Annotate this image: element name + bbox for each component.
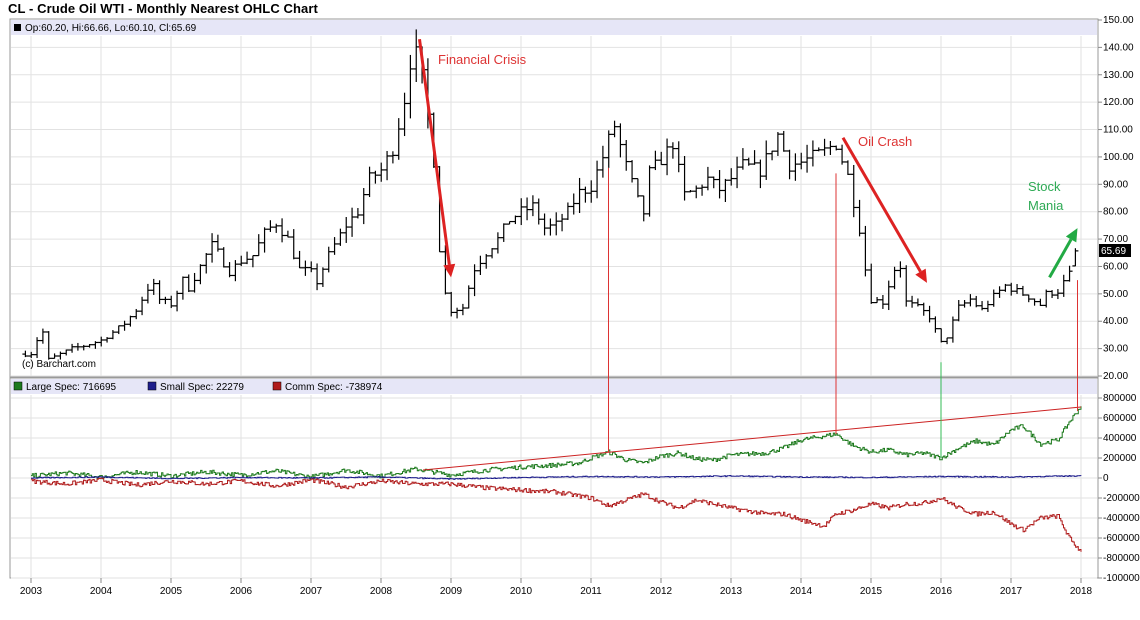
y-tick-label-price: 90.00 — [1103, 179, 1128, 190]
x-tick-label: 2013 — [720, 586, 743, 597]
x-tick-label: 2010 — [510, 586, 533, 597]
stock-mania-label-line2: Mania — [1028, 198, 1064, 213]
x-tick-label: 2015 — [860, 586, 883, 597]
last-price-marker — [1099, 244, 1131, 257]
y-tick-label-price: 50.00 — [1103, 289, 1128, 300]
x-tick-label: 2011 — [580, 586, 602, 597]
y-tick-label-price: 140.00 — [1103, 42, 1134, 53]
price-panel-frame — [9, 18, 1099, 378]
x-tick-label: 2018 — [1070, 586, 1093, 597]
x-tick-label: 2006 — [230, 586, 253, 597]
large-spec-legend: Large Spec: 716695 — [26, 382, 117, 393]
annotation-arrow-head — [443, 263, 456, 278]
annotation-arrow-shaft — [841, 137, 922, 273]
large-spec-swatch — [13, 381, 23, 391]
chart-title: CL - Crude Oil WTI - Monthly Nearest OHL… — [8, 1, 318, 16]
financial-crisis-label: Financial Crisis — [438, 52, 527, 67]
y-tick-label-cot: 600000 — [1103, 413, 1137, 424]
large-spec-trend-line — [422, 406, 1082, 471]
y-tick-label-cot: -400000 — [1103, 513, 1140, 524]
x-tick-label: 2007 — [300, 586, 323, 597]
watermark: (c) Barchart.com — [22, 359, 96, 370]
y-tick-label-price: 30.00 — [1103, 344, 1128, 355]
y-tick-label-cot: 200000 — [1103, 453, 1137, 464]
x-tick-label: 2003 — [20, 586, 43, 597]
x-tick-label: 2005 — [160, 586, 183, 597]
small-spec-line — [31, 475, 1082, 480]
x-tick-label: 2009 — [440, 586, 463, 597]
y-tick-label-cot: -1000000 — [1103, 573, 1140, 584]
price-legend-swatch — [14, 24, 21, 31]
large-spec-line — [31, 406, 1082, 480]
y-tick-label-price: 20.00 — [1103, 371, 1128, 382]
y-tick-label-cot: 0 — [1103, 473, 1109, 484]
last-price-label: 65.69 — [1101, 246, 1126, 257]
y-tick-label-price: 80.00 — [1103, 207, 1128, 218]
annotation-arrow-head — [915, 268, 927, 283]
y-tick-label-price: 60.00 — [1103, 261, 1128, 272]
x-tick-label: 2014 — [790, 586, 813, 597]
y-tick-label-cot: -600000 — [1103, 533, 1140, 544]
y-tick-label-price: 110.00 — [1103, 125, 1133, 136]
small-spec-swatch — [147, 381, 157, 391]
oil-crash-label: Oil Crash — [858, 134, 912, 149]
y-tick-label-cot: 800000 — [1103, 393, 1137, 404]
x-tick-label: 2012 — [650, 586, 673, 597]
price-legend-band — [11, 20, 1097, 35]
y-tick-label-price: 130.00 — [1103, 70, 1134, 81]
stock-mania-label-line1: Stock — [1028, 179, 1061, 194]
y-tick-label-price: 70.00 — [1103, 234, 1128, 245]
x-tick-label: 2016 — [930, 586, 953, 597]
y-tick-label-price: 150.00 — [1103, 15, 1134, 26]
annotation-arrow-shaft — [1048, 238, 1073, 279]
comm-spec-swatch — [272, 381, 282, 391]
price-legend-text: Op:60.20, Hi:66.66, Lo:60.10, Cl:65.69 — [25, 23, 197, 34]
x-tick-label: 2008 — [370, 586, 393, 597]
annotation-arrow-head — [1065, 228, 1078, 243]
x-tick-label: 2017 — [1000, 586, 1023, 597]
annotation-arrow-shaft — [418, 38, 451, 265]
y-tick-label-price: 120.00 — [1103, 97, 1134, 108]
y-tick-label-cot: -200000 — [1103, 493, 1140, 504]
cot-legend-band — [11, 379, 1097, 394]
small-spec-legend: Small Spec: 22279 — [160, 382, 244, 393]
comm-spec-legend: Comm Spec: -738974 — [285, 382, 383, 393]
y-tick-label-cot: -800000 — [1103, 553, 1140, 564]
y-tick-label-cot: 400000 — [1103, 433, 1137, 444]
x-tick-label: 2004 — [90, 586, 113, 597]
y-tick-label-price: 100.00 — [1103, 152, 1134, 163]
comm-spec-line — [31, 477, 1082, 552]
y-tick-label-price: 40.00 — [1103, 316, 1128, 327]
